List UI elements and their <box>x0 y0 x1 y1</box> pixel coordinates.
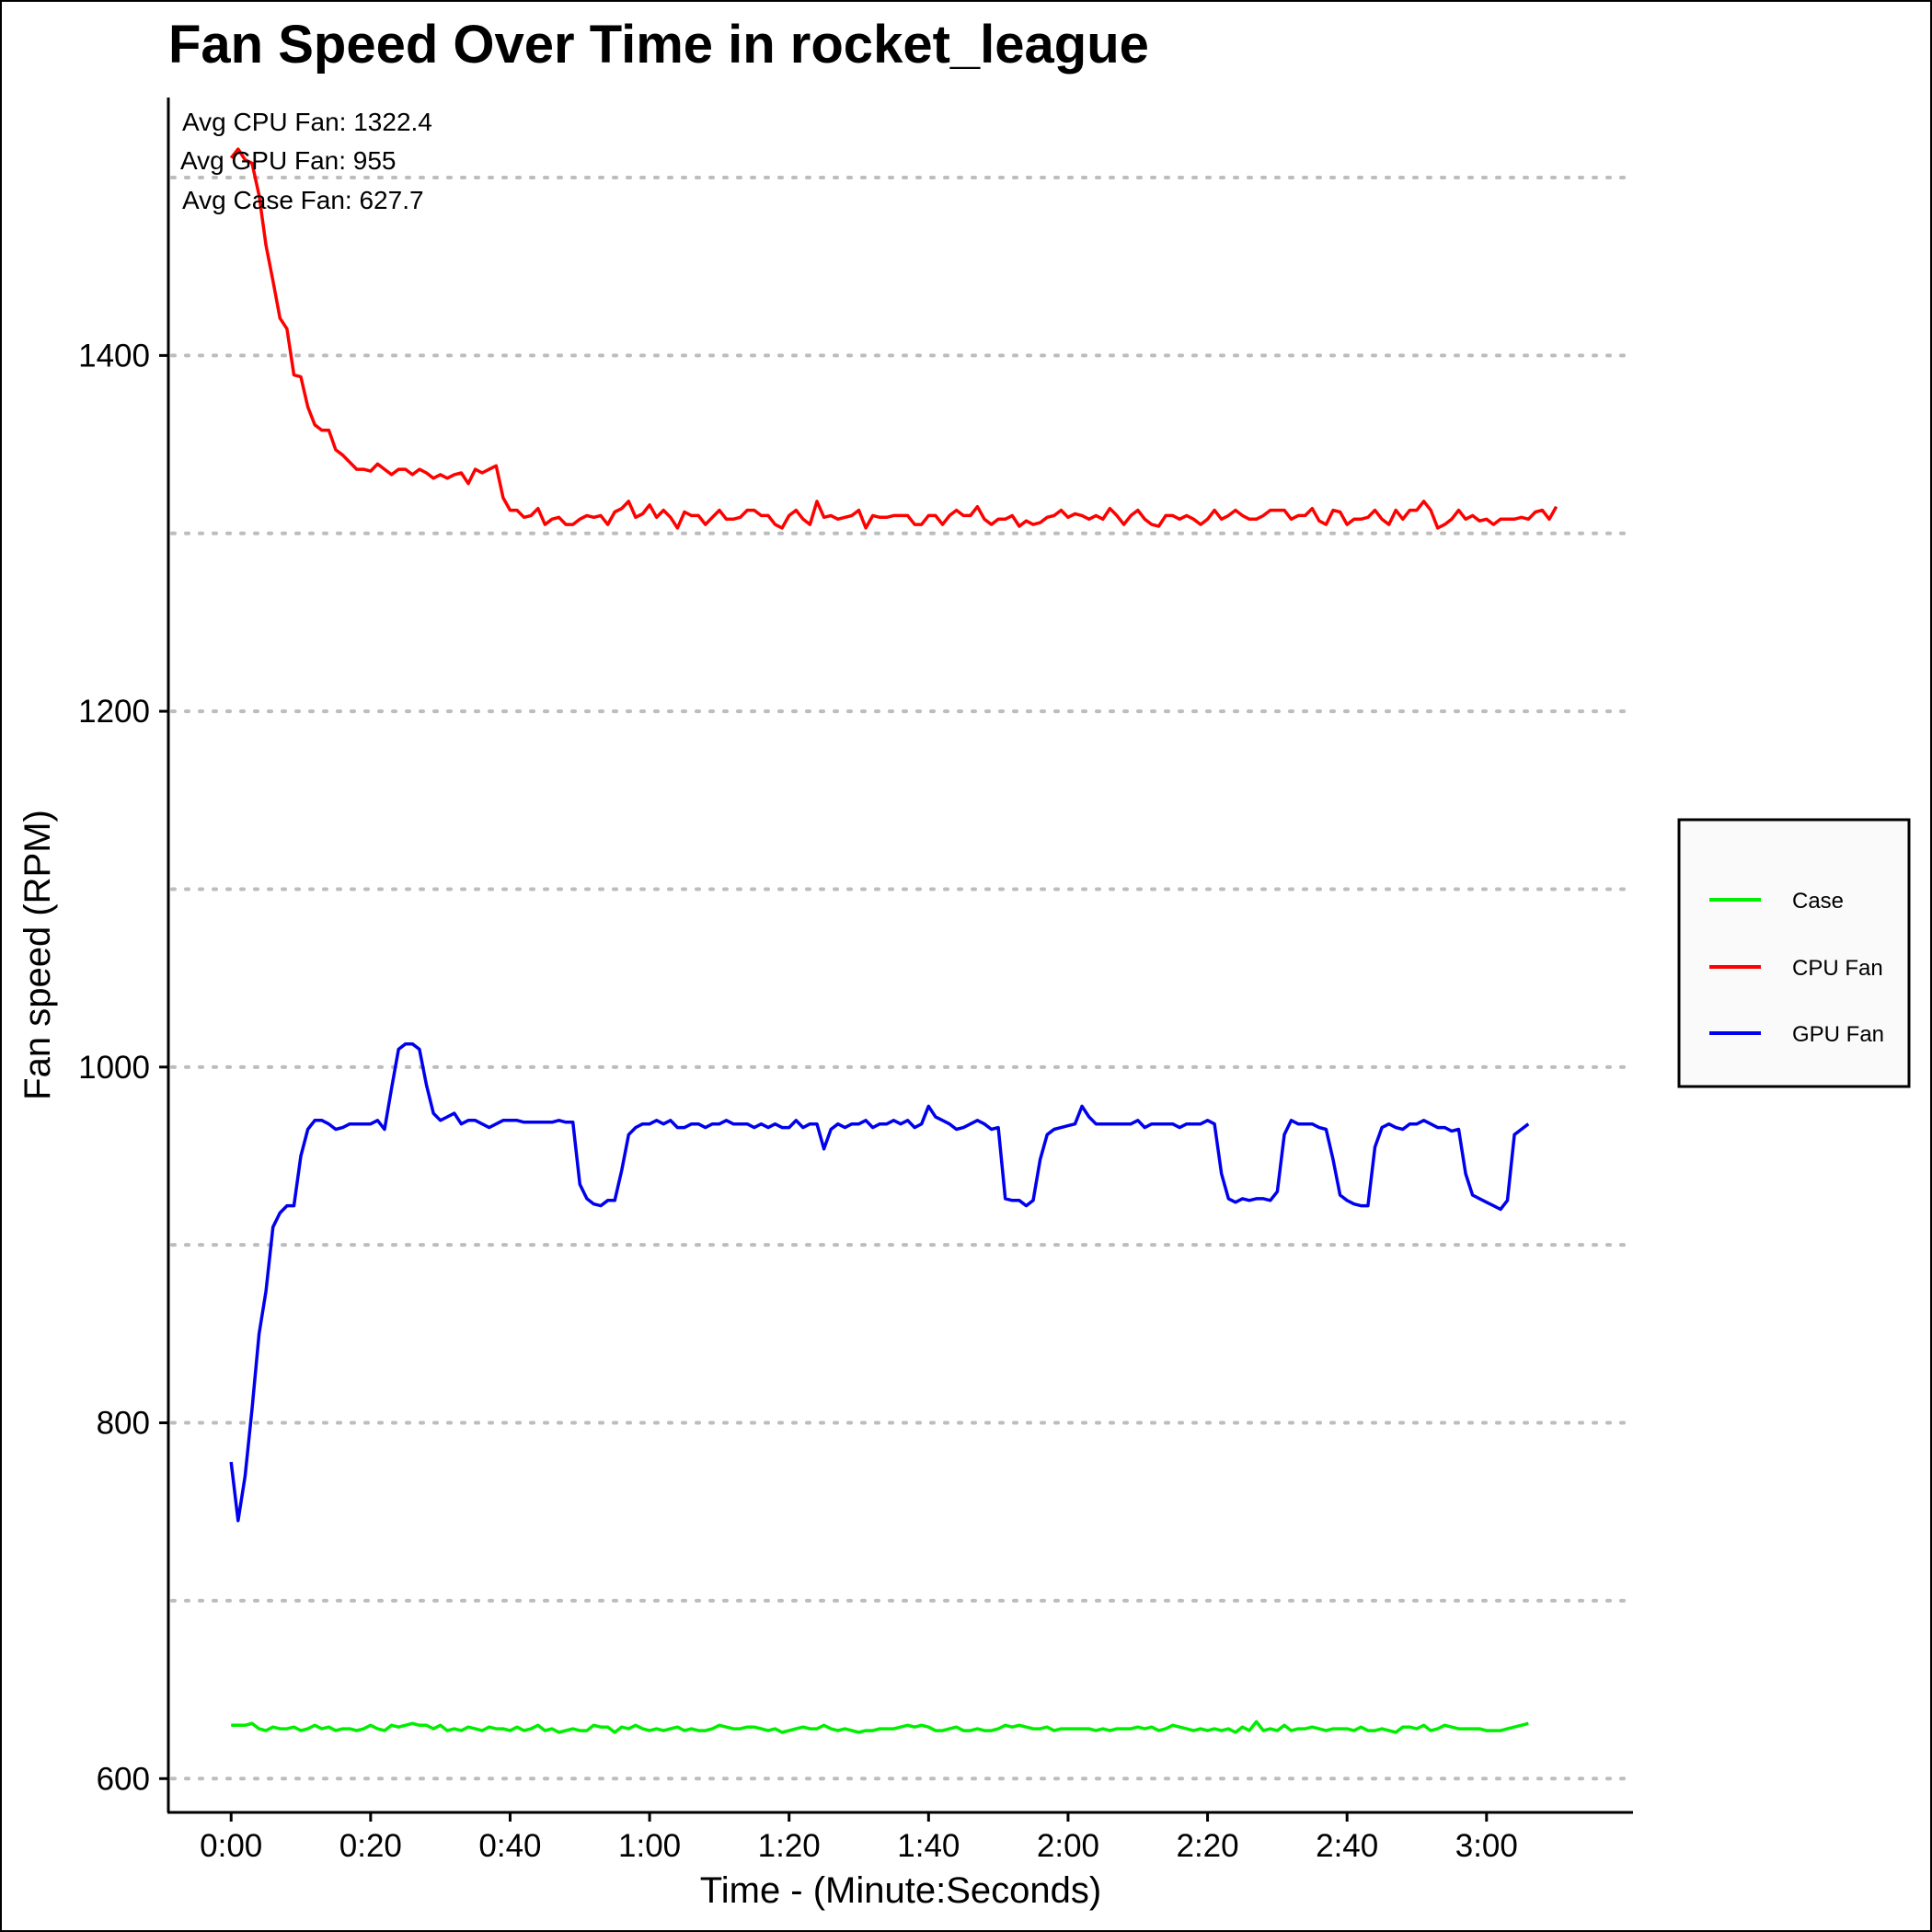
y-tick-label-1000: 1000 <box>78 1050 150 1086</box>
x-ticks: 0:00 0:20 0:40 1:00 1:20 1:40 2:00 2:20 2:40 3:00 <box>200 1812 1518 1864</box>
x-tick-label-0:20: 0:20 <box>339 1828 402 1864</box>
legend-box <box>1677 818 1911 1088</box>
series-line-cpu-fan <box>229 147 1558 530</box>
chart-title: Fan Speed Over Time in rocket_league <box>168 15 1149 75</box>
x-tick-label-0:40: 0:40 <box>478 1828 541 1864</box>
x-tick-label-3:00: 3:00 <box>1455 1828 1518 1864</box>
grid-lines <box>170 176 1635 1781</box>
x-tick-label-1:40: 1:40 <box>897 1828 960 1864</box>
annotations: Avg CPU Fan: 1322.4 Avg GPU Fan: 955 Avg… <box>180 108 432 214</box>
annotation-avg-gpu: Avg GPU Fan: 955 <box>180 146 397 175</box>
legend-label-cpu-fan: CPU Fan <box>1792 956 1883 981</box>
series-line-case <box>231 1719 1529 1734</box>
legend-label-case: Case <box>1792 889 1844 914</box>
series-line-gpu-fan <box>229 1041 1530 1523</box>
y-axis-title: Fan speed (RPM) <box>17 810 58 1100</box>
x-tick-label-2:00: 2:00 <box>1037 1828 1099 1864</box>
y-ticks: 600 800 1000 1200 1400 <box>78 338 168 1797</box>
annotation-avg-case: Avg Case Fan: 627.7 <box>182 186 424 214</box>
x-tick-label-1:00: 1:00 <box>618 1828 681 1864</box>
x-tick-label-2:20: 2:20 <box>1176 1828 1238 1864</box>
annotation-avg-cpu: Avg CPU Fan: 1322.4 <box>182 108 432 136</box>
y-tick-label-800: 800 <box>97 1406 150 1442</box>
x-axis-title: Time - (Minute:Seconds) <box>700 1870 1101 1911</box>
legend: Case CPU Fan GPU Fan <box>1677 818 1911 1088</box>
x-tick-label-0:00: 0:00 <box>200 1828 262 1864</box>
x-tick-label-1:20: 1:20 <box>758 1828 821 1864</box>
legend-label-gpu-fan: GPU Fan <box>1792 1022 1884 1047</box>
y-tick-label-1200: 1200 <box>78 694 150 730</box>
series-lines <box>229 147 1558 1734</box>
x-tick-label-2:40: 2:40 <box>1316 1828 1378 1864</box>
y-tick-label-600: 600 <box>97 1761 150 1797</box>
axes <box>167 98 1633 1814</box>
y-tick-label-1400: 1400 <box>78 338 150 374</box>
